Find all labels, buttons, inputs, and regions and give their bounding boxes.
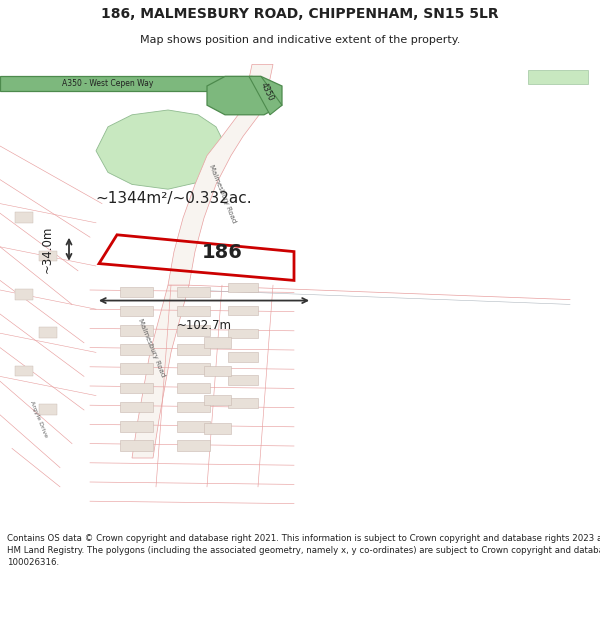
- Bar: [204, 424, 231, 434]
- Bar: [120, 364, 153, 374]
- Bar: [204, 337, 231, 348]
- Bar: [15, 366, 33, 376]
- Bar: [15, 289, 33, 299]
- Text: 186: 186: [202, 243, 242, 262]
- Text: Map shows position and indicative extent of the property.: Map shows position and indicative extent…: [140, 35, 460, 45]
- Bar: [15, 213, 33, 222]
- Bar: [177, 287, 210, 298]
- Polygon shape: [0, 76, 252, 91]
- Text: Malmesbury Road: Malmesbury Road: [208, 164, 236, 224]
- Bar: [228, 398, 258, 408]
- Bar: [177, 440, 210, 451]
- Bar: [177, 421, 210, 432]
- Polygon shape: [528, 70, 588, 84]
- Polygon shape: [168, 64, 273, 285]
- Text: ~1344m²/~0.332ac.: ~1344m²/~0.332ac.: [95, 191, 253, 206]
- Bar: [39, 251, 57, 261]
- Bar: [120, 440, 153, 451]
- Polygon shape: [207, 76, 282, 115]
- Bar: [177, 325, 210, 336]
- Text: ~102.7m: ~102.7m: [176, 319, 232, 332]
- Bar: [204, 366, 231, 376]
- Bar: [120, 402, 153, 412]
- Bar: [204, 394, 231, 405]
- Bar: [228, 375, 258, 384]
- Bar: [120, 306, 153, 316]
- Text: 4350: 4350: [259, 81, 275, 103]
- Bar: [228, 282, 258, 292]
- Bar: [39, 404, 57, 415]
- Bar: [228, 306, 258, 316]
- Bar: [228, 352, 258, 361]
- Polygon shape: [132, 285, 189, 458]
- Bar: [120, 344, 153, 355]
- Bar: [177, 344, 210, 355]
- Text: 186, MALMESBURY ROAD, CHIPPENHAM, SN15 5LR: 186, MALMESBURY ROAD, CHIPPENHAM, SN15 5…: [101, 6, 499, 21]
- Bar: [120, 421, 153, 432]
- Text: Argyle Drive: Argyle Drive: [29, 401, 49, 439]
- Text: Malmesbury Road: Malmesbury Road: [137, 318, 166, 378]
- Bar: [120, 325, 153, 336]
- Text: ~34.0m: ~34.0m: [41, 226, 54, 273]
- Bar: [39, 328, 57, 338]
- Text: A350 - West Cepen Way: A350 - West Cepen Way: [62, 79, 154, 88]
- Bar: [177, 306, 210, 316]
- Bar: [177, 364, 210, 374]
- Text: Contains OS data © Crown copyright and database right 2021. This information is : Contains OS data © Crown copyright and d…: [7, 534, 600, 567]
- Bar: [177, 382, 210, 393]
- Bar: [177, 402, 210, 412]
- Polygon shape: [249, 76, 282, 115]
- Bar: [120, 287, 153, 298]
- Bar: [120, 382, 153, 393]
- Polygon shape: [96, 110, 228, 189]
- Bar: [228, 329, 258, 339]
